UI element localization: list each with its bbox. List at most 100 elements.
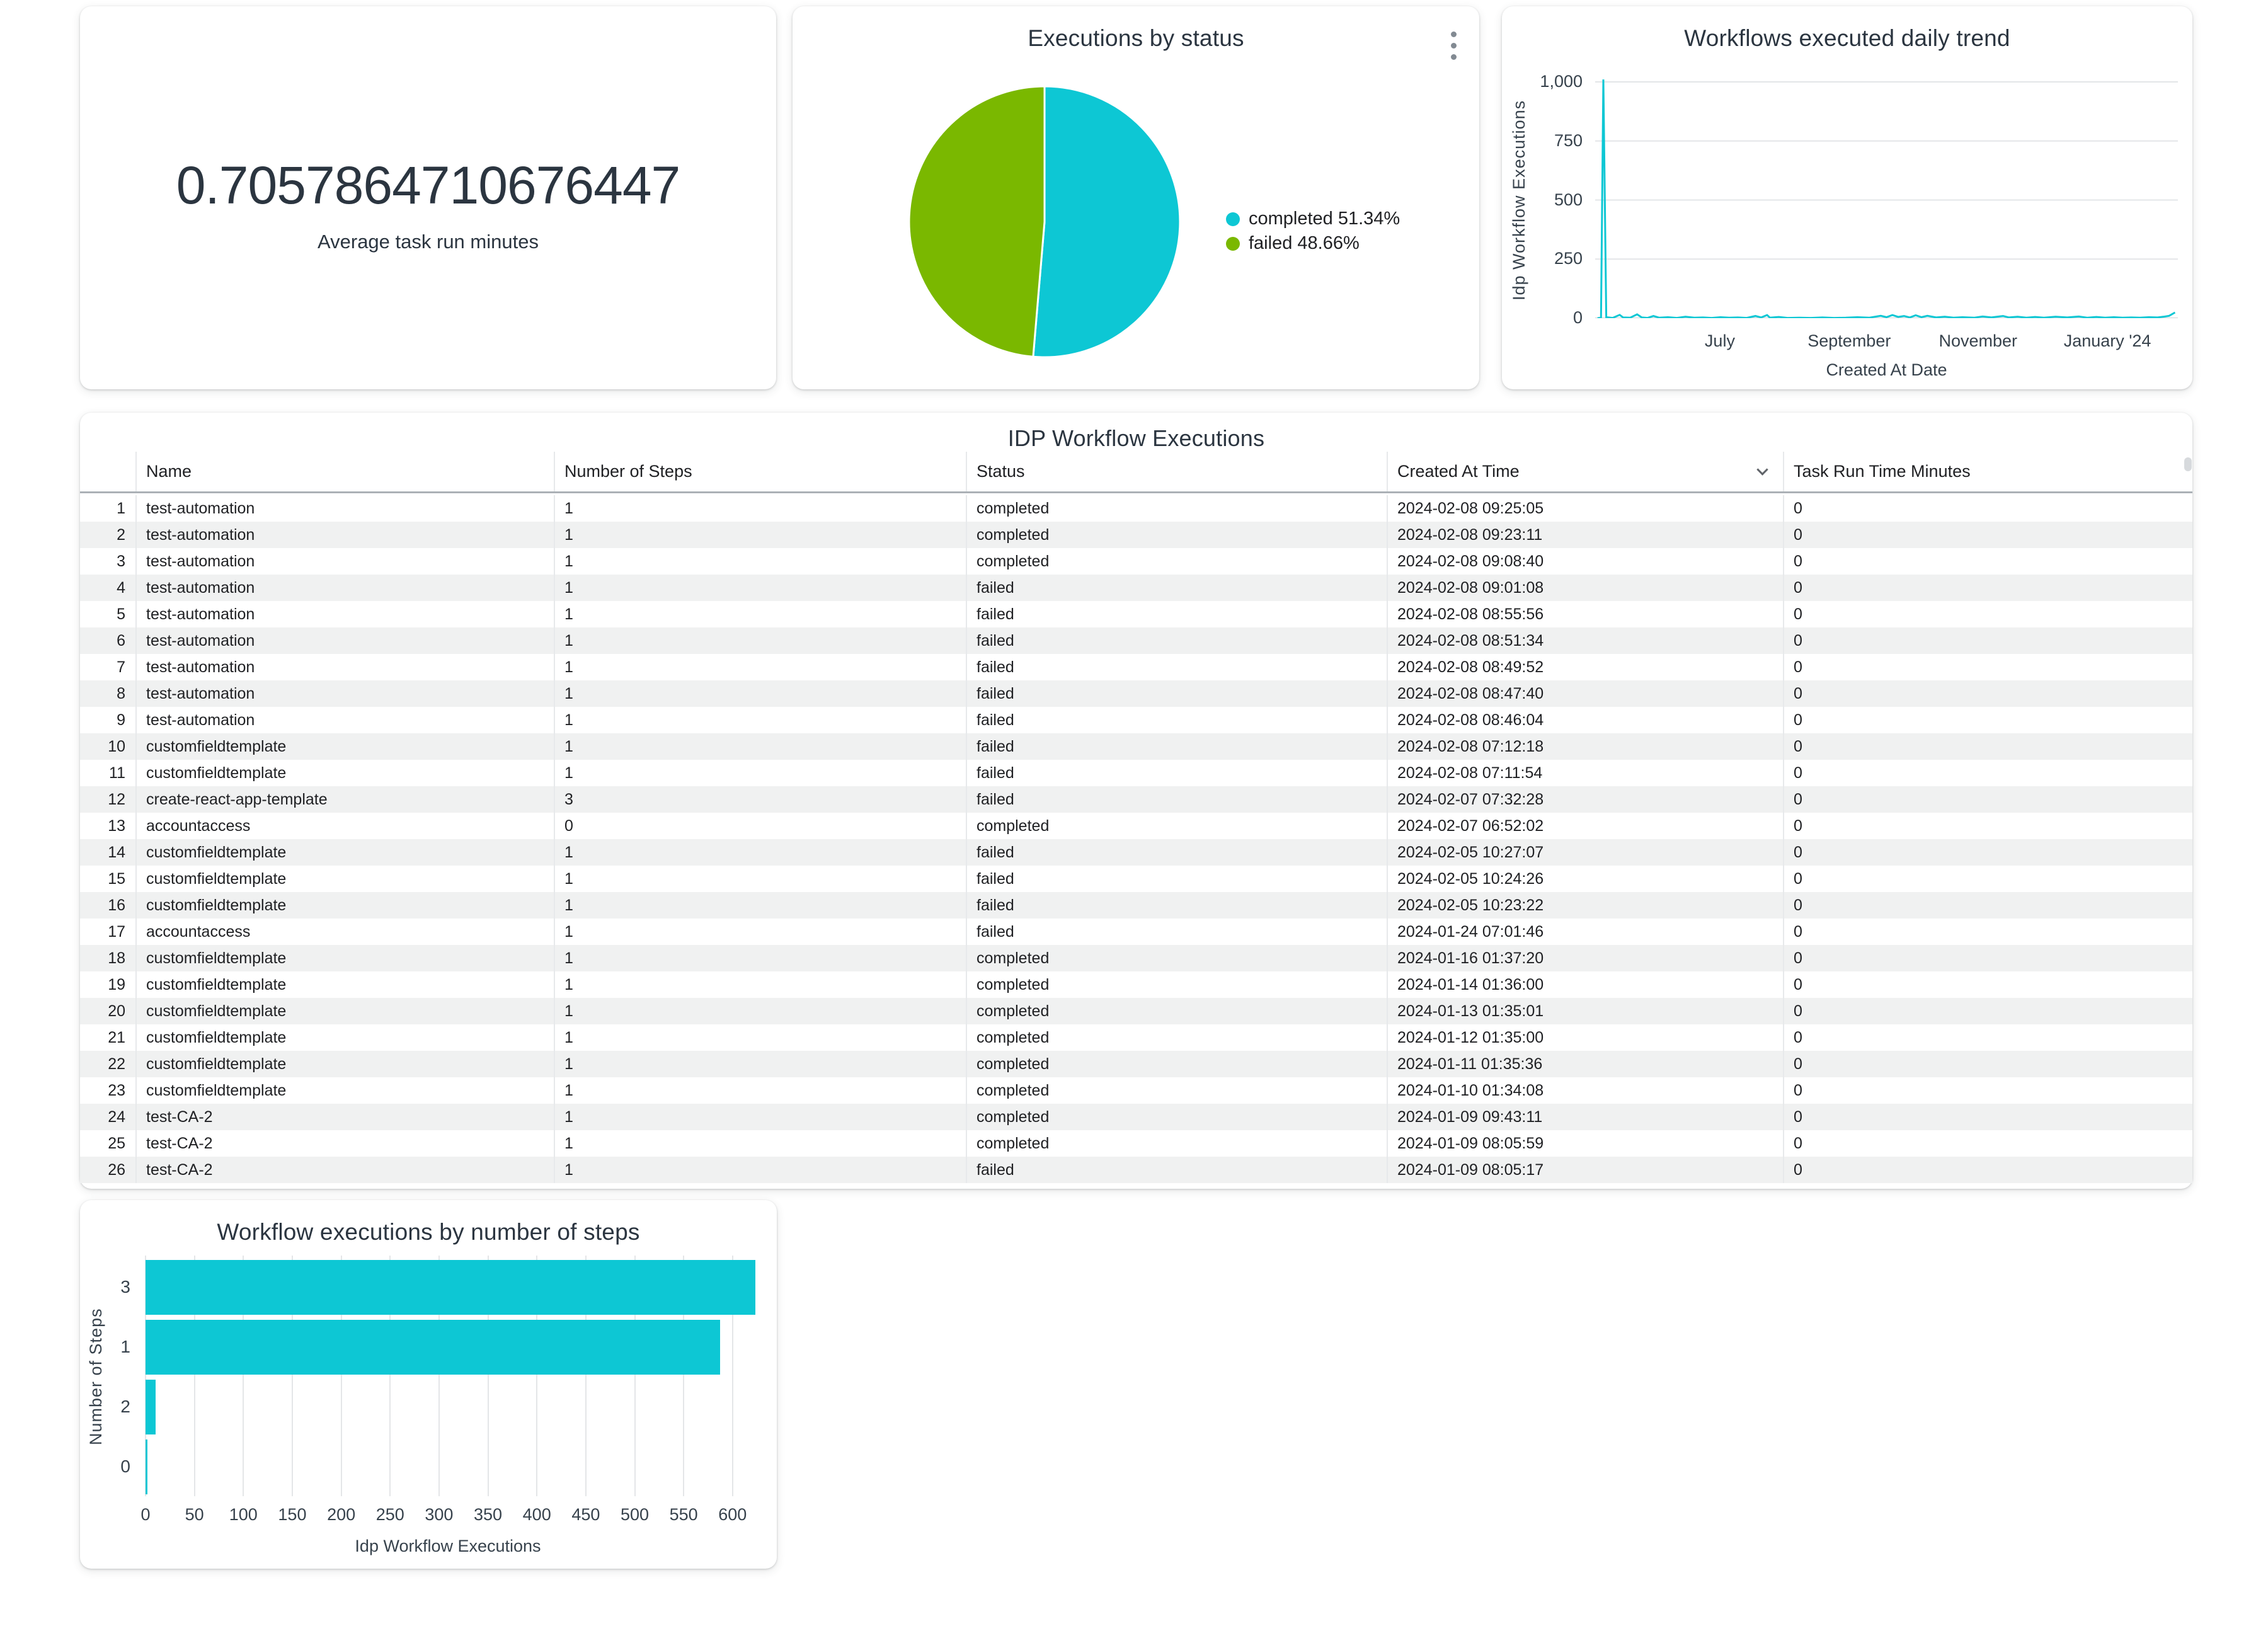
table-row[interactable]: 1 test-automation 1 completed 2024-02-08 09:…	[80, 495, 2192, 522]
table-row[interactable]: 23 customfieldtemplate 1 completed 2024-01-1…	[80, 1077, 2192, 1104]
line-chart[interactable]	[1595, 72, 2178, 318]
cell-status: completed	[966, 1130, 1387, 1157]
legend-item-failed[interactable]: failed 48.66%	[1226, 231, 1400, 256]
trend-line[interactable]	[1597, 79, 2176, 318]
bar-x-tick-label: 600	[718, 1505, 747, 1524]
table-row[interactable]: 24 test-CA-2 1 completed 2024-01-09 09:43:11…	[80, 1104, 2192, 1130]
row-number: 3	[117, 552, 125, 570]
cell-created-at-time: 2024-02-08 09:23:11	[1387, 522, 1783, 548]
row-number: 8	[117, 685, 125, 702]
column-header-label: Name	[146, 462, 192, 481]
table-row[interactable]: 7 test-automation 1 failed 2024-02-08 08:49:…	[80, 654, 2192, 680]
cell-name: test-automation	[135, 495, 554, 522]
cell-name: test-automation	[135, 627, 554, 654]
cell-created-at-time: 2024-02-08 08:55:56	[1387, 601, 1783, 627]
row-number: 22	[108, 1055, 125, 1073]
table-row[interactable]: 12 create-react-app-template 3 failed 2024-0…	[80, 786, 2192, 813]
cell-name: test-CA-2	[135, 1130, 554, 1157]
column-header-label: Task Run Time Minutes	[1794, 462, 1971, 481]
cell-name: test-CA-2	[135, 1104, 554, 1130]
column-header-created-at-time[interactable]: Created At Time	[1387, 452, 1783, 491]
cell-status: failed	[966, 575, 1387, 601]
table-row[interactable]: 16 customfieldtemplate 1 failed 2024-02-05 1…	[80, 892, 2192, 919]
row-number: 10	[108, 738, 125, 755]
cell-created-at-time: 2024-02-08 09:25:05	[1387, 495, 1783, 522]
cell-status: failed	[966, 601, 1387, 627]
table-row[interactable]: 17 accountaccess 1 failed 2024-01-24 07:01:4…	[80, 919, 2192, 945]
bar-steps-1[interactable]	[146, 1320, 720, 1375]
bar-x-tick-label: 450	[571, 1505, 600, 1524]
table-row[interactable]: 10 customfieldtemplate 1 failed 2024-02-08 0…	[80, 733, 2192, 760]
bar-x-tick-label: 250	[375, 1505, 404, 1524]
cell-created-at-time: 2024-02-07 07:32:28	[1387, 786, 1783, 813]
cell-number-of-steps: 1	[554, 919, 966, 945]
column-header-name[interactable]: Name	[135, 452, 554, 491]
pie-slice-failed[interactable]	[908, 85, 1046, 358]
table-row[interactable]: 18 customfieldtemplate 1 completed 2024-01-1…	[80, 945, 2192, 971]
cell-number-of-steps: 1	[554, 1104, 966, 1130]
cell-name: customfieldtemplate	[135, 998, 554, 1024]
cell-status: failed	[966, 919, 1387, 945]
table-row[interactable]: 5 test-automation 1 failed 2024-02-08 08:55:…	[80, 601, 2192, 627]
table-row[interactable]: 4 test-automation 1 failed 2024-02-08 09:01:…	[80, 575, 2192, 601]
table-card: IDP Workflow Executions Name Number of St…	[80, 413, 2192, 1189]
table-row[interactable]: 15 customfieldtemplate 1 failed 2024-02-05 1…	[80, 866, 2192, 892]
legend-item-completed[interactable]: completed 51.34%	[1226, 207, 1400, 231]
bar-category-label: 0	[120, 1456, 130, 1476]
cell-task-run-time-minutes: 0	[1783, 495, 2192, 522]
cell-task-run-time-minutes: 0	[1783, 1077, 2192, 1104]
table-row[interactable]: 3 test-automation 1 completed 2024-02-08 09:…	[80, 548, 2192, 575]
table-row[interactable]: 6 test-automation 1 failed 2024-02-08 08:51:…	[80, 627, 2192, 654]
column-header-label: Created At Time	[1397, 462, 1520, 481]
table-row[interactable]: 9 test-automation 1 failed 2024-02-08 08:46:…	[80, 707, 2192, 733]
table-row[interactable]: 25 test-CA-2 1 completed 2024-01-09 08:05:59…	[80, 1130, 2192, 1157]
table-row[interactable]: 13 accountaccess 0 completed 2024-02-07 06:5…	[80, 813, 2192, 839]
cell-name: test-CA-2	[135, 1157, 554, 1183]
bar-steps-2[interactable]	[146, 1380, 156, 1434]
line-x-tick-label: July	[1704, 331, 1735, 350]
table-row[interactable]: 19 customfieldtemplate 1 completed 2024-01-1…	[80, 971, 2192, 998]
row-number: 23	[108, 1082, 125, 1099]
bar-steps-0[interactable]	[146, 1440, 148, 1494]
cell-name: customfieldtemplate	[135, 1051, 554, 1077]
cell-task-run-time-minutes: 0	[1783, 919, 2192, 945]
table-row[interactable]: 14 customfieldtemplate 1 failed 2024-02-05 1…	[80, 839, 2192, 866]
cell-number-of-steps: 1	[554, 971, 966, 998]
cell-number-of-steps: 1	[554, 707, 966, 733]
bar-chart-plot[interactable]	[145, 1256, 760, 1496]
bar-x-tick-label: 100	[229, 1505, 258, 1524]
table-row[interactable]: 8 test-automation 1 failed 2024-02-08 08:47:…	[80, 680, 2192, 707]
table-row[interactable]: 20 customfieldtemplate 1 completed 2024-01-1…	[80, 998, 2192, 1024]
table-row[interactable]: 11 customfieldtemplate 1 failed 2024-02-08 0…	[80, 760, 2192, 786]
cell-created-at-time: 2024-01-13 01:35:01	[1387, 998, 1783, 1024]
pie-chart-card: Executions by status completed 51.34% fai…	[793, 6, 1479, 389]
cell-number-of-steps: 1	[554, 680, 966, 707]
row-number: 18	[108, 949, 125, 967]
cell-status: failed	[966, 627, 1387, 654]
cell-task-run-time-minutes: 0	[1783, 1024, 2192, 1051]
bar-category-label: 3	[120, 1276, 130, 1297]
table-row[interactable]: 22 customfieldtemplate 1 completed 2024-01-1…	[80, 1051, 2192, 1077]
pie-slice-completed[interactable]	[1032, 85, 1181, 358]
cell-number-of-steps: 1	[554, 522, 966, 548]
line-x-tick-label: September	[1807, 331, 1891, 350]
cell-status: failed	[966, 733, 1387, 760]
cell-task-run-time-minutes: 0	[1783, 575, 2192, 601]
bar-steps-3[interactable]	[146, 1260, 755, 1315]
column-header-task-run-time-minutes[interactable]: Task Run Time Minutes	[1783, 452, 2192, 491]
table-row[interactable]: 26 test-CA-2 1 failed 2024-01-09 08:05:17 0	[80, 1157, 2192, 1183]
table-scrollbar-thumb[interactable]	[2184, 457, 2192, 471]
column-header-status[interactable]: Status	[966, 452, 1387, 491]
table-row[interactable]: 2 test-automation 1 completed 2024-02-08 09:…	[80, 522, 2192, 548]
column-header-number-of-steps[interactable]: Number of Steps	[554, 452, 966, 491]
cell-status: completed	[966, 813, 1387, 839]
chevron-down-icon[interactable]	[1756, 464, 1768, 476]
cell-status: completed	[966, 522, 1387, 548]
pie-chart[interactable]	[907, 84, 1182, 359]
cell-created-at-time: 2024-02-08 09:01:08	[1387, 575, 1783, 601]
cell-status: completed	[966, 495, 1387, 522]
table-row[interactable]: 21 customfieldtemplate 1 completed 2024-01-1…	[80, 1024, 2192, 1051]
line-chart-title: Workflows executed daily trend	[1684, 25, 2010, 51]
more-options-icon[interactable]	[1448, 29, 1459, 62]
scorecard-average-task-run-minutes: 0.7057864710676447 Average task run minu…	[80, 6, 776, 389]
